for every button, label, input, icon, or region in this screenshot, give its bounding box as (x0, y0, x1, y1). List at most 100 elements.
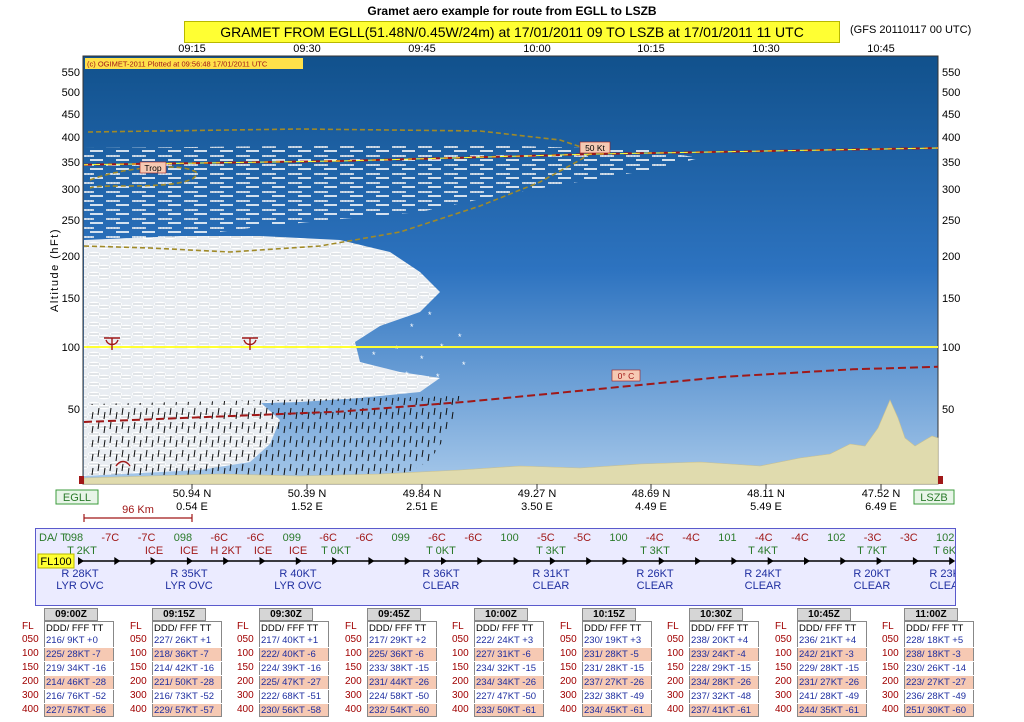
fl-level: 100 (882, 648, 899, 659)
route-arrow (695, 557, 702, 565)
table-time-header: 10:15Z (582, 608, 636, 621)
route-cond-item: LYR OVC (274, 580, 322, 592)
route-arrow (186, 557, 193, 565)
table-row: 227/ 57KT -56 (44, 704, 114, 717)
route-top-item: -6C (247, 532, 265, 544)
route-arrow (767, 557, 774, 565)
table-row: 216/ 73KT -52 (152, 690, 222, 703)
position-lat: 48.11 N (747, 488, 785, 500)
fl-level: 100 (22, 648, 39, 659)
column-header: DDD/ FFF TT (367, 621, 437, 634)
fl-level: 050 (22, 634, 39, 645)
fl-header: FL (667, 621, 679, 632)
y-tick-left: 50 (68, 404, 80, 416)
route-top-item: -6C (319, 532, 337, 544)
route-arrow (658, 557, 665, 565)
route-top-item: -4C (646, 532, 664, 544)
fl-level: 300 (775, 690, 792, 701)
svg-text:*: * (420, 354, 424, 364)
wind-label-box (579, 141, 611, 154)
table-row: 232/ 38KT -49 (582, 690, 652, 703)
route-arrow (804, 557, 810, 565)
route-top-item: 100 (500, 532, 518, 544)
route-arrow (549, 557, 556, 565)
route-arrow (78, 557, 84, 565)
freezing-level-line (83, 365, 939, 423)
fl-level: 050 (882, 634, 899, 645)
route-top-row: 098 -7C -7C 098 -6C -6C 099 -6C -6C 099 -6C -6C 100 -… (65, 532, 955, 544)
main-cloud-layer (84, 236, 440, 406)
fl-level: 300 (452, 690, 469, 701)
table-row: 229/ 57KT -57 (152, 704, 222, 717)
fl-level: 100 (667, 648, 684, 659)
route-arrow (441, 557, 447, 565)
fl-level: 200 (775, 676, 792, 687)
svg-text:*: * (395, 344, 399, 354)
start-station-box (55, 489, 99, 505)
fl-level: 300 (560, 690, 577, 701)
table-row: 227/ 26KT +1 (152, 634, 222, 647)
table-row: 225/ 36KT -6 (367, 648, 437, 661)
end-station-box (913, 489, 955, 505)
route-second-item: T 3KT (640, 545, 670, 557)
table-time-header: 10:45Z (797, 608, 851, 621)
fl-level: 100 (560, 648, 577, 659)
table-row: 224/ 58KT -50 (367, 690, 437, 703)
route-summary-graphic: DA/ T 098 -7C -7C 098 -6C -6C 099 -6C -6C 099 -6C -… (37, 532, 967, 592)
table-row: 228/ 18KT +5 (904, 634, 974, 647)
table-row: 227/ 47KT -50 (474, 690, 544, 703)
route-arrow (150, 557, 157, 565)
fl-level: 400 (130, 704, 147, 715)
page-title: Gramet aero example for route from EGLL … (367, 4, 657, 18)
position-lon: 3.50 E (521, 501, 553, 513)
table-row: 232/ 54KT -60 (367, 704, 437, 717)
freezing-label: 0° C (618, 371, 635, 381)
svg-text:*: * (372, 350, 376, 360)
freezing-label-box (611, 369, 641, 382)
fl-level: 150 (560, 662, 577, 673)
gramet-chart: *** *** *** *** 50 Kt Trop 0° C (c) OGIM… (49, 43, 960, 522)
route-second-item: T 3KT (536, 545, 566, 557)
route-second-item: T 4KT (748, 545, 778, 557)
route-top-item: -3C (864, 532, 882, 544)
svg-text:*: * (410, 322, 414, 332)
wind-label: 50 Kt (585, 143, 605, 153)
fl-level: 150 (882, 662, 899, 673)
end-marker (938, 476, 943, 484)
time-tick-label: 09:15 (178, 43, 206, 55)
table-time-header: 09:45Z (367, 608, 421, 621)
y-tick-right: 200 (942, 251, 960, 263)
position-lon: 4.49 E (635, 501, 667, 513)
fl-level: 100 (345, 648, 362, 659)
y-tick-right: 250 (942, 215, 960, 227)
y-tick-right: 300 (942, 184, 960, 196)
y-tick-left: 500 (62, 87, 80, 99)
route-second-item: T 0KT (321, 545, 351, 557)
fl-level: 100 (237, 648, 254, 659)
route-second-item: ICE (145, 545, 163, 557)
fl-level: 050 (775, 634, 792, 645)
route-second-item: ICE (254, 545, 272, 557)
time-tick-label: 10:15 (637, 43, 665, 55)
table-row: 234/ 45KT -61 (582, 704, 652, 717)
table-row: 244/ 35KT -61 (797, 704, 867, 717)
route-second-item: ICE (180, 545, 198, 557)
route-top-item: -7C (101, 532, 119, 544)
table-row: 234/ 32KT -15 (474, 662, 544, 675)
y-tick-right: 550 (942, 67, 960, 79)
svg-text:*: * (436, 372, 440, 382)
time-tick-label: 10:30 (752, 43, 780, 55)
fl-header: FL (237, 621, 249, 632)
table-row: 227/ 31KT -6 (474, 648, 544, 661)
route-top-item: 098 (174, 532, 192, 544)
route-arrow (368, 557, 375, 565)
route-arrow (332, 557, 339, 565)
fl-level: 200 (667, 676, 684, 687)
fl-level: 150 (345, 662, 362, 673)
svg-text:*: * (458, 332, 462, 342)
route-wind-item: R 28KT (61, 568, 99, 580)
fl-level: 150 (452, 662, 469, 673)
table-row: 242/ 21KT -3 (797, 648, 867, 661)
x-axis-time: 09:15 09:30 09:45 10:00 10:15 10:30 10:45 (178, 43, 895, 55)
fl-level: 300 (667, 690, 684, 701)
